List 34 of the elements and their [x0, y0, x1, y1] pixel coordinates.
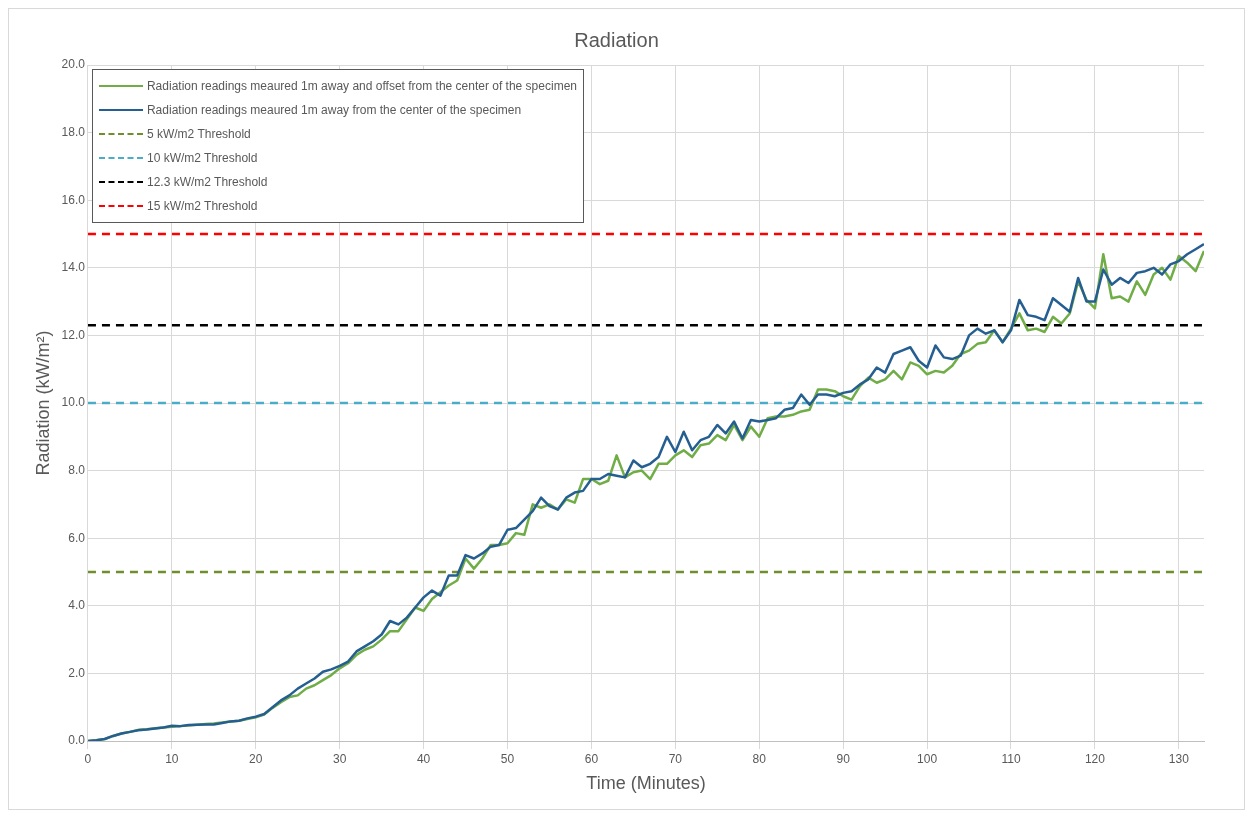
- chart-title: Radiation: [574, 28, 659, 51]
- y-axis-title: Radiation (kW/m²): [32, 330, 53, 476]
- y-tick-label: 10.0: [61, 395, 86, 410]
- y-tick-label: 6.0: [68, 530, 86, 545]
- x-tick-label: 70: [668, 751, 683, 766]
- y-tick-label: 8.0: [68, 462, 86, 477]
- x-tick-label: 80: [752, 751, 767, 766]
- x-tick-label: 110: [1001, 751, 1021, 766]
- legend-label: Radiation readings meaured 1m away and offset from the center of the specimen: [146, 78, 577, 95]
- x-tick-label: 10: [165, 751, 179, 766]
- x-tick-label: 0: [84, 751, 92, 766]
- x-tick-label: 60: [584, 751, 599, 766]
- y-tick-label: 2.0: [68, 665, 86, 680]
- x-tick-label: 120: [1084, 751, 1106, 766]
- y-tick-label: 4.0: [68, 598, 86, 613]
- y-tick-label: 20.0: [61, 57, 86, 72]
- x-tick-label: 40: [416, 751, 431, 766]
- y-tick-label: 16.0: [61, 192, 86, 207]
- legend-label: 5 kW/m2 Threshold: [146, 126, 251, 143]
- y-tick-label: 12.0: [61, 327, 86, 342]
- x-tick-label: 50: [500, 751, 515, 766]
- legend-label: 12.3 kW/m2 Threshold: [146, 174, 268, 191]
- y-tick-label: 18.0: [61, 124, 86, 139]
- x-tick-label: 20: [249, 751, 263, 766]
- legend-label: 15 kW/m2 Threshold: [146, 198, 258, 215]
- legend-label: 10 kW/m2 Threshold: [146, 150, 258, 167]
- legend-label: Radiation readings meaured 1m away from the center of the specimen: [146, 102, 522, 119]
- x-tick-label: 30: [333, 751, 347, 766]
- y-tick-label: 14.0: [61, 260, 86, 275]
- y-tick-label: 0.0: [68, 733, 86, 748]
- x-tick-label: 100: [917, 751, 938, 766]
- x-tick-label: 130: [1168, 751, 1190, 766]
- x-tick-label: 90: [836, 751, 851, 766]
- x-axis-title: Time (Minutes): [586, 773, 706, 794]
